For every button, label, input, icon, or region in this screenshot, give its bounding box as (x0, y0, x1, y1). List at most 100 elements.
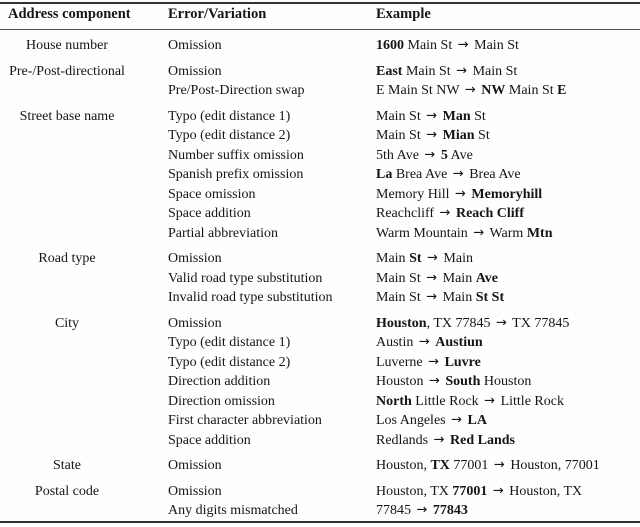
example-cell: North Little Rock → Little Rock (376, 393, 564, 409)
table-row: Valid road type substitution Main St → Ma… (0, 269, 640, 289)
rightarrow-glyph: → (428, 373, 440, 389)
table-row: Number suffix omission 5th Ave → 5 Ave (0, 146, 640, 166)
error-variation-cell: Space omission (168, 186, 256, 202)
example-cell: Houston, TX 77001 → Houston, TX (376, 483, 583, 499)
highlighted-error-text: Houston (376, 315, 427, 331)
rightarrow-glyph: → (452, 166, 464, 182)
example-cell: Austin → Austiun (376, 334, 483, 351)
component-cell: Street base name (19, 108, 115, 124)
example-cell: Reachcliff → Reach Cliff (376, 205, 524, 222)
highlighted-error-text: 77001 (452, 483, 488, 499)
rightarrow-glyph: → (484, 393, 496, 408)
rightarrow-glyph: → (428, 354, 440, 369)
error-variation-cell: Omission (168, 63, 222, 79)
error-variation-cell: Omission (168, 251, 222, 266)
example-cell: Redlands → Red Lands (376, 432, 515, 448)
example-cell: Houston → South Houston (376, 373, 532, 390)
table-row: City Omission Houston, TX 77845 → TX 77845 (0, 308, 640, 334)
rightarrow-glyph: → (464, 82, 476, 98)
component-cell: Postal code (34, 483, 100, 499)
table-row: Road type Omission Main St → Main (0, 243, 640, 269)
example-cell: East Main St → Main St (376, 63, 518, 79)
table-row: Pre-/Post-directional Omission East Main S… (0, 56, 640, 82)
highlighted-error-text: LA (467, 413, 487, 428)
error-variation-cell: Omission (168, 315, 222, 331)
highlighted-error-text: NW (481, 83, 506, 98)
example-cell: 5th Ave → 5 Ave (376, 147, 473, 163)
error-variation-cell: Spanish prefix omission (168, 167, 304, 182)
component-cell: Pre-/Post-directional (9, 63, 125, 79)
example-cell: Luverne → Luvre (376, 354, 481, 370)
error-variation-cell: Any digits mismatched (168, 503, 298, 518)
highlighted-error-text: E (557, 83, 567, 98)
table-row: Space omission Memory Hill → Memoryhill (0, 185, 640, 205)
table-row: Any digits mismatched 77845 → 77843 (0, 501, 640, 522)
example-cell: Main St → Main St St (376, 289, 505, 306)
component-group: Postal code Omission Houston, TX 77001 → H… (0, 476, 640, 522)
component-group: Street base name Typo (edit distance 1) Ma… (0, 101, 640, 244)
component-cell: City (54, 315, 80, 331)
component-group: City Omission Houston, TX 77845 → TX 77845… (0, 308, 640, 451)
error-variation-cell: First character abbreviation (168, 413, 322, 428)
rightarrow-glyph: → (416, 502, 428, 518)
table-row: Direction omission North Little Rock → Li… (0, 392, 640, 412)
component-group: House number Omission 1600 Main St → Main … (0, 30, 640, 56)
highlighted-error-text: 77843 (432, 503, 468, 518)
header-row: Address component Error/Variation Exampl… (0, 3, 640, 30)
rightarrow-glyph: → (426, 289, 438, 305)
example-cell: Houston, TX 77845 → TX 77845 (376, 315, 570, 331)
table-row: Pre/Post-Direction swap E Main St NW → NW… (0, 81, 640, 101)
highlighted-error-text: Red Lands (450, 432, 515, 448)
table-row: Typo (edit distance 2) Main St → Mian St (0, 126, 640, 146)
table-row: Typo (edit distance 1) Austin → Austiun (0, 333, 640, 353)
component-group: Road type Omission Main St → Main Valid roa… (0, 243, 640, 308)
rightarrow-glyph: → (451, 412, 463, 428)
col-header-error-variation: Error/Variation (160, 3, 368, 30)
rightarrow-glyph: → (456, 63, 468, 78)
example-cell: Warm Mountain → Warm Mtn (376, 225, 553, 241)
component-group: State Omission Houston, TX 77001 → Houston… (0, 450, 640, 476)
table-row: Partial abbreviation Warm Mountain → Warm… (0, 224, 640, 244)
error-variation-cell: Typo (edit distance 2) (168, 128, 291, 143)
highlighted-error-text: 5 (440, 147, 448, 163)
component-cell: House number (25, 38, 109, 53)
error-variation-cell: Omission (168, 38, 222, 53)
highlighted-error-text: La (376, 167, 393, 182)
highlighted-error-text: St St (475, 290, 505, 305)
rightarrow-glyph: → (457, 37, 469, 53)
component-cell: Road type (38, 251, 96, 266)
table-header: Address component Error/Variation Exampl… (0, 3, 640, 30)
rightarrow-glyph: → (473, 225, 485, 240)
rightarrow-glyph: → (455, 186, 466, 201)
highlighted-error-text: Ave (475, 270, 498, 286)
highlighted-error-text: South (445, 374, 481, 389)
highlighted-error-text: Man (442, 108, 471, 124)
col-header-address-component: Address component (0, 3, 160, 30)
rightarrow-glyph: → (426, 270, 438, 285)
component-cell: State (53, 458, 81, 473)
table-row: Space addition Reachcliff → Reach Cliff (0, 204, 640, 224)
rightarrow-glyph: → (496, 315, 507, 330)
example-cell: Houston, TX 77001 → Houston, 77001 (376, 457, 600, 474)
example-cell: 77845 → 77843 (376, 502, 468, 519)
rightarrow-glyph: → (492, 483, 504, 498)
col-header-example: Example (368, 3, 640, 30)
table-row: Postal code Omission Houston, TX 77001 → H… (0, 476, 640, 502)
error-variation-cell: Omission (168, 458, 222, 473)
rightarrow-glyph: → (424, 147, 436, 162)
highlighted-error-text: St (409, 251, 422, 266)
table-row: House number Omission 1600 Main St → Main … (0, 30, 640, 56)
highlighted-error-text: Reach Cliff (455, 206, 524, 221)
highlighted-error-text: East (376, 63, 403, 79)
error-variation-cell: Pre/Post-Direction swap (168, 83, 305, 98)
error-variation-cell: Valid road type substitution (168, 270, 323, 286)
example-cell: E Main St NW → NW Main St E (376, 82, 567, 99)
error-variation-cell: Invalid road type substitution (168, 290, 333, 305)
rightarrow-glyph: → (426, 108, 438, 123)
example-cell: Memory Hill → Memoryhill (376, 186, 543, 202)
error-variation-cell: Typo (edit distance 1) (168, 108, 291, 124)
error-variation-cell: Omission (168, 483, 222, 499)
error-variation-cell: Space addition (168, 432, 251, 448)
